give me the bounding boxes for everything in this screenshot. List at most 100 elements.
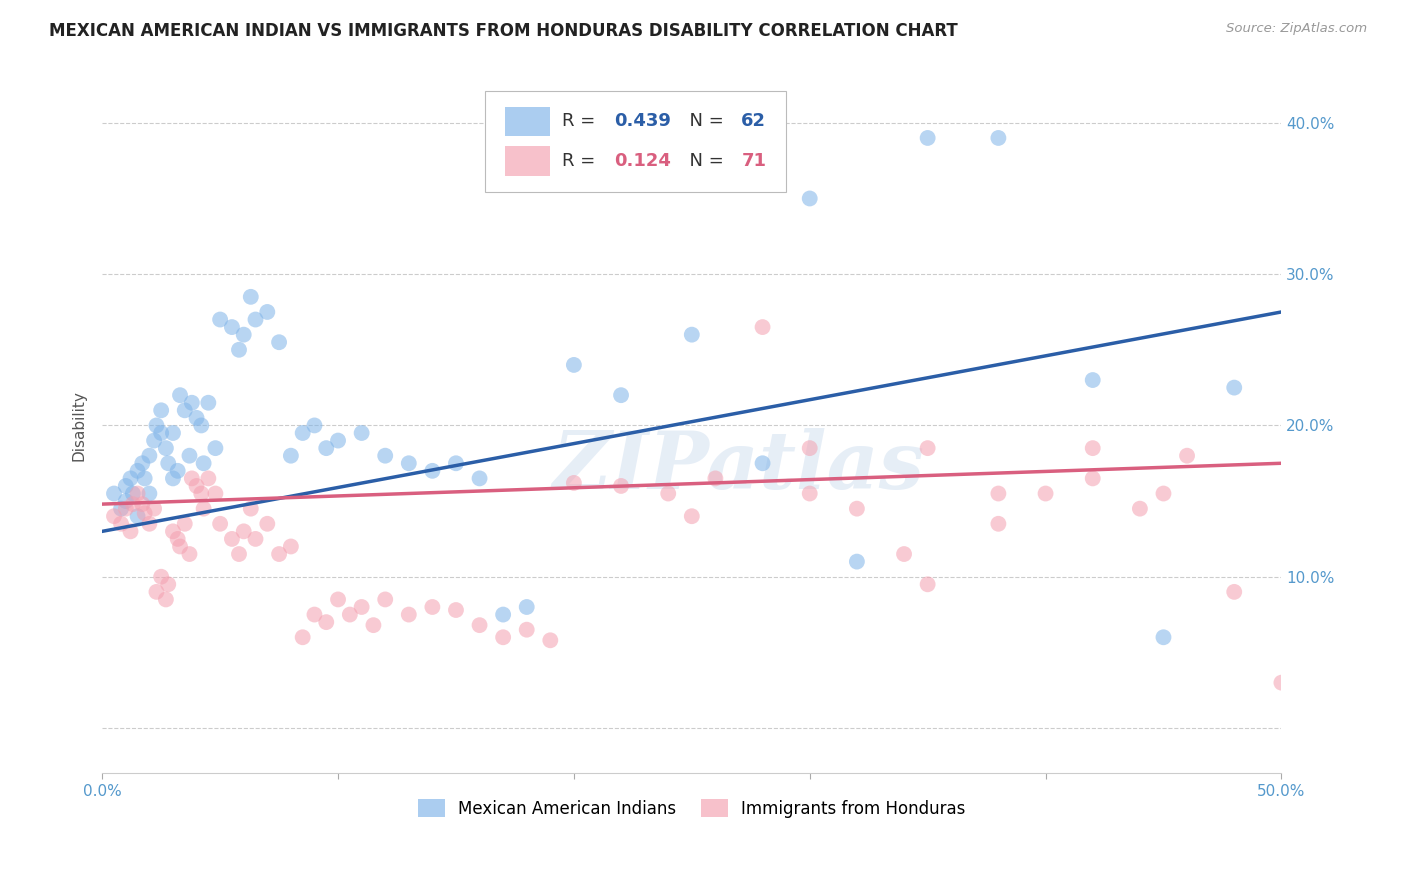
Point — [350, 425, 373, 440]
Point — [209, 312, 232, 326]
Point — [228, 547, 250, 561]
Point — [1223, 381, 1246, 395]
Point — [122, 497, 145, 511]
Text: 0.124: 0.124 — [614, 152, 671, 170]
Text: R =: R = — [562, 152, 602, 170]
Point — [134, 471, 156, 485]
Point — [204, 441, 226, 455]
Point — [468, 618, 491, 632]
Point — [131, 497, 153, 511]
Point — [180, 471, 202, 485]
Point — [157, 577, 180, 591]
Point — [444, 603, 467, 617]
Point — [145, 418, 167, 433]
Point — [374, 592, 396, 607]
Point — [162, 524, 184, 539]
Point — [799, 486, 821, 500]
Point — [1035, 486, 1057, 500]
Point — [1270, 675, 1292, 690]
Text: N =: N = — [678, 152, 730, 170]
Point — [398, 607, 420, 622]
Point — [1223, 585, 1246, 599]
Point — [893, 547, 915, 561]
Point — [186, 410, 208, 425]
Point — [127, 486, 149, 500]
Point — [1129, 501, 1152, 516]
Point — [256, 305, 278, 319]
Point — [103, 486, 125, 500]
Point — [398, 456, 420, 470]
Point — [315, 441, 337, 455]
Point — [197, 396, 219, 410]
Point — [114, 501, 136, 516]
FancyBboxPatch shape — [485, 91, 786, 193]
Point — [917, 577, 939, 591]
Point — [204, 486, 226, 500]
Point — [127, 464, 149, 478]
Point — [516, 623, 538, 637]
Point — [143, 434, 166, 448]
Point — [304, 607, 326, 622]
Point — [138, 449, 160, 463]
Point — [179, 449, 201, 463]
Point — [304, 418, 326, 433]
Point — [917, 131, 939, 145]
Point — [232, 524, 254, 539]
Point — [150, 425, 173, 440]
Point — [657, 486, 679, 500]
Point — [1153, 630, 1175, 644]
Point — [232, 327, 254, 342]
Point — [468, 471, 491, 485]
Point — [280, 449, 302, 463]
Point — [245, 312, 267, 326]
Point — [134, 506, 156, 520]
Text: Source: ZipAtlas.com: Source: ZipAtlas.com — [1226, 22, 1367, 36]
Point — [751, 456, 773, 470]
Point — [239, 501, 262, 516]
Point — [209, 516, 232, 531]
Point — [122, 486, 145, 500]
Point — [516, 599, 538, 614]
Point — [245, 532, 267, 546]
Point — [492, 607, 515, 622]
Point — [103, 509, 125, 524]
Point — [444, 456, 467, 470]
Point — [197, 471, 219, 485]
Text: 62: 62 — [741, 112, 766, 130]
Point — [150, 403, 173, 417]
Point — [987, 516, 1010, 531]
Point — [987, 131, 1010, 145]
Point — [1081, 471, 1104, 485]
Point — [280, 540, 302, 554]
Point — [180, 396, 202, 410]
Y-axis label: Disability: Disability — [72, 390, 86, 461]
Point — [339, 607, 361, 622]
Point — [562, 475, 585, 490]
Point — [190, 418, 212, 433]
Point — [169, 540, 191, 554]
Point — [315, 615, 337, 629]
Point — [120, 524, 142, 539]
Point — [256, 516, 278, 531]
Point — [422, 464, 444, 478]
Point — [131, 456, 153, 470]
Point — [987, 486, 1010, 500]
Point — [221, 532, 243, 546]
Point — [166, 464, 188, 478]
Point — [239, 290, 262, 304]
Point — [422, 599, 444, 614]
Text: MEXICAN AMERICAN INDIAN VS IMMIGRANTS FROM HONDURAS DISABILITY CORRELATION CHART: MEXICAN AMERICAN INDIAN VS IMMIGRANTS FR… — [49, 22, 957, 40]
Point — [150, 570, 173, 584]
Point — [162, 425, 184, 440]
Text: ZIPatlas: ZIPatlas — [553, 428, 925, 506]
Point — [173, 516, 195, 531]
Point — [173, 403, 195, 417]
Point — [704, 471, 727, 485]
Point — [145, 585, 167, 599]
Point — [610, 388, 633, 402]
Point — [291, 630, 314, 644]
Legend: Mexican American Indians, Immigrants from Honduras: Mexican American Indians, Immigrants fro… — [412, 793, 972, 824]
Point — [267, 547, 290, 561]
Point — [127, 509, 149, 524]
Point — [538, 633, 561, 648]
